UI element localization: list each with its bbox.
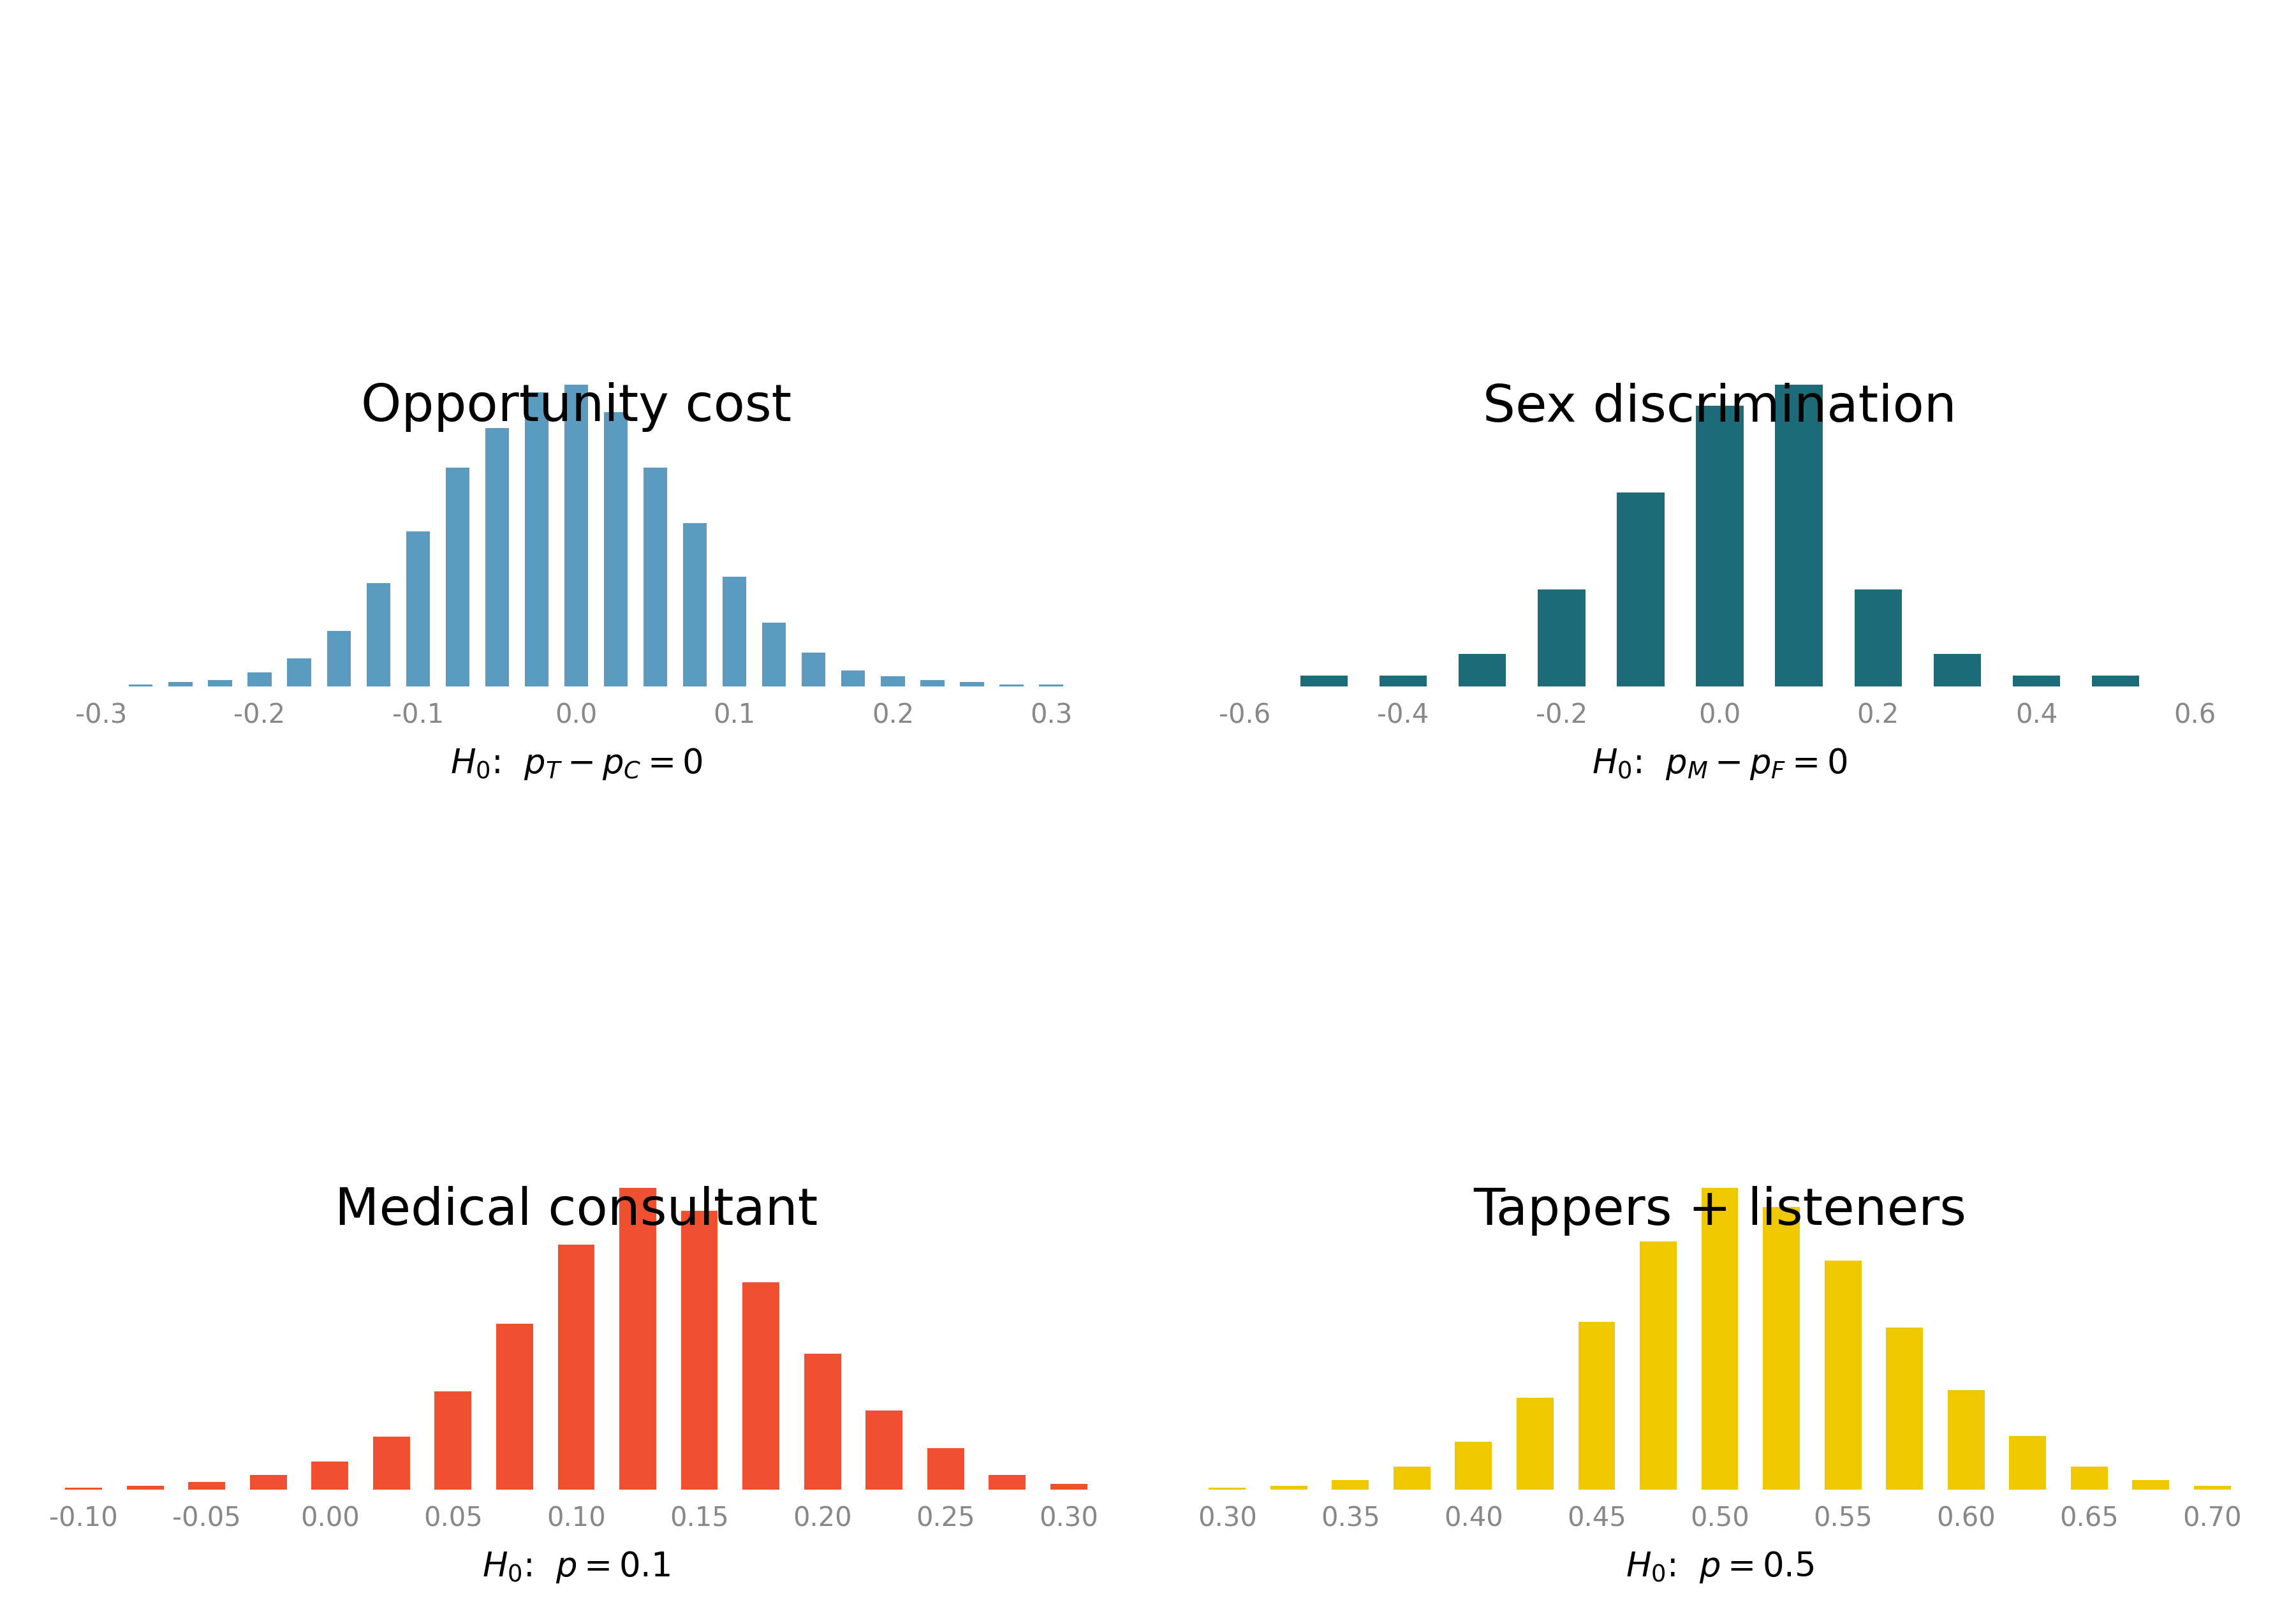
Bar [1933, 654, 1981, 686]
Bar [866, 1411, 902, 1490]
Bar [2014, 675, 2060, 686]
Bar [1855, 590, 1901, 686]
Bar [188, 1482, 225, 1490]
Bar [840, 670, 866, 686]
Text: Opportunity cost: Opportunity cost [360, 382, 792, 432]
Bar [312, 1461, 349, 1490]
Bar [1456, 1441, 1492, 1490]
Bar [620, 1188, 657, 1490]
Bar [1300, 675, 1348, 686]
Bar [209, 680, 232, 686]
Bar [1208, 1488, 1247, 1490]
Bar [287, 659, 310, 686]
Bar [960, 683, 985, 686]
Bar [484, 427, 510, 686]
Bar [367, 583, 390, 686]
Bar [2133, 1480, 2170, 1490]
Bar [1639, 1241, 1676, 1490]
Bar [526, 392, 549, 686]
Bar [372, 1437, 411, 1490]
Text: Tappers + listeners: Tappers + listeners [1474, 1186, 1965, 1236]
Bar [1270, 1486, 1306, 1490]
Bar [1763, 1207, 1800, 1490]
Bar [1394, 1467, 1430, 1490]
Bar [604, 411, 627, 686]
Bar [1616, 492, 1665, 686]
Bar [2193, 1486, 2232, 1490]
Bar [928, 1448, 964, 1490]
Bar [1518, 1398, 1554, 1490]
Bar [990, 1475, 1026, 1490]
Bar [1458, 654, 1506, 686]
Bar [1947, 1390, 1984, 1490]
X-axis label: $H_0$:  $p = 0.5$: $H_0$: $p = 0.5$ [1626, 1549, 1814, 1585]
Bar [168, 683, 193, 686]
Bar [2009, 1437, 2046, 1490]
Bar [250, 1475, 287, 1490]
Bar [565, 384, 588, 686]
Bar [921, 680, 944, 686]
Bar [434, 1392, 471, 1490]
Bar [326, 630, 351, 686]
Bar [1332, 1480, 1368, 1490]
Bar [1697, 407, 1743, 686]
Text: Sex discrimination: Sex discrimination [1483, 382, 1956, 432]
X-axis label: $H_0$:  $p = 0.1$: $H_0$: $p = 0.1$ [482, 1549, 670, 1585]
Bar [684, 524, 707, 686]
Bar [64, 1488, 103, 1490]
Bar [882, 677, 905, 686]
Bar [2071, 1467, 2108, 1490]
Bar [445, 468, 468, 686]
Bar [742, 1282, 778, 1490]
Bar [801, 652, 827, 686]
Bar [558, 1244, 595, 1490]
Bar [1825, 1260, 1862, 1490]
Bar [2092, 675, 2140, 686]
Bar [999, 685, 1024, 686]
X-axis label: $H_0$:  $p_M - p_F = 0$: $H_0$: $p_M - p_F = 0$ [1591, 746, 1848, 781]
Bar [1040, 685, 1063, 686]
Bar [496, 1324, 533, 1490]
Bar [1577, 1321, 1614, 1490]
Bar [1701, 1188, 1738, 1490]
Bar [1775, 384, 1823, 686]
Bar [129, 685, 154, 686]
X-axis label: $H_0$:  $p_T - p_C = 0$: $H_0$: $p_T - p_C = 0$ [450, 746, 703, 781]
Bar [248, 672, 271, 686]
Bar [1049, 1485, 1088, 1490]
Bar [406, 532, 429, 686]
Bar [762, 622, 785, 686]
Bar [682, 1210, 719, 1490]
Bar [643, 468, 668, 686]
Bar [804, 1355, 840, 1490]
Bar [723, 577, 746, 686]
Text: Medical consultant: Medical consultant [335, 1186, 817, 1236]
Bar [1380, 675, 1426, 686]
Bar [1885, 1327, 1924, 1490]
Bar [126, 1486, 163, 1490]
Bar [1538, 590, 1584, 686]
